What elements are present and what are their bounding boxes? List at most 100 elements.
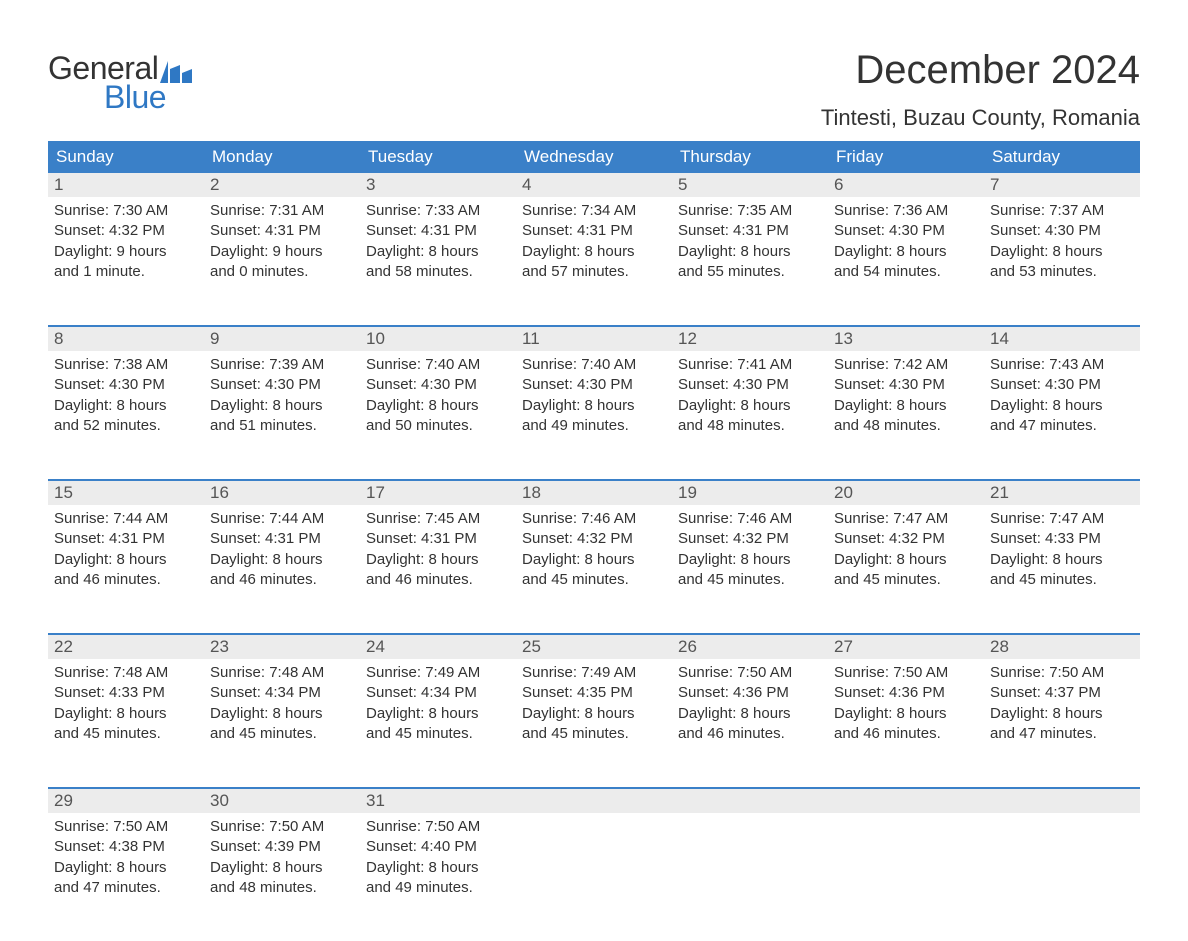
day-dl2: and 1 minute. xyxy=(54,262,198,282)
day-sunset: Sunset: 4:30 PM xyxy=(210,375,354,395)
day-sunrise: Sunrise: 7:35 AM xyxy=(678,201,822,221)
day-sunrise: Sunrise: 7:50 AM xyxy=(990,663,1134,683)
day-sunrise: Sunrise: 7:39 AM xyxy=(210,355,354,375)
day-body: Sunrise: 7:44 AMSunset: 4:31 PMDaylight:… xyxy=(204,505,360,594)
day-dl2: and 45 minutes. xyxy=(522,570,666,590)
day-cell: Sunrise: 7:47 AMSunset: 4:32 PMDaylight:… xyxy=(828,505,984,633)
day-dl2: and 45 minutes. xyxy=(210,724,354,744)
day-sunset: Sunset: 4:32 PM xyxy=(522,529,666,549)
day-dl1: Daylight: 8 hours xyxy=(522,396,666,416)
day-cell: Sunrise: 7:31 AMSunset: 4:31 PMDaylight:… xyxy=(204,197,360,325)
day-cell: Sunrise: 7:49 AMSunset: 4:34 PMDaylight:… xyxy=(360,659,516,787)
day-number-text: 23 xyxy=(210,637,229,656)
day-body: Sunrise: 7:31 AMSunset: 4:31 PMDaylight:… xyxy=(204,197,360,286)
day-sunset: Sunset: 4:38 PM xyxy=(54,837,198,857)
day-body: Sunrise: 7:42 AMSunset: 4:30 PMDaylight:… xyxy=(828,351,984,440)
location-text: Tintesti, Buzau County, Romania xyxy=(821,105,1140,131)
day-dl1: Daylight: 8 hours xyxy=(678,242,822,262)
day-number-text: 14 xyxy=(990,329,1009,348)
day-cell: Sunrise: 7:40 AMSunset: 4:30 PMDaylight:… xyxy=(360,351,516,479)
day-sunrise: Sunrise: 7:50 AM xyxy=(54,817,198,837)
day-number-text: 2 xyxy=(210,175,219,194)
day-number: 5 xyxy=(672,173,828,197)
day-sunrise: Sunrise: 7:38 AM xyxy=(54,355,198,375)
day-sunrise: Sunrise: 7:50 AM xyxy=(834,663,978,683)
day-sunset: Sunset: 4:30 PM xyxy=(366,375,510,395)
day-sunset: Sunset: 4:30 PM xyxy=(990,375,1134,395)
week-row: 1234567Sunrise: 7:30 AMSunset: 4:32 PMDa… xyxy=(48,173,1140,325)
day-cell xyxy=(828,813,984,941)
logo: General Blue xyxy=(48,30,192,116)
day-sunset: Sunset: 4:31 PM xyxy=(366,529,510,549)
day-number xyxy=(828,789,984,813)
day-number-row: 891011121314 xyxy=(48,325,1140,351)
day-number-text: 7 xyxy=(990,175,999,194)
day-number-text: 12 xyxy=(678,329,697,348)
day-number-text: 24 xyxy=(366,637,385,656)
day-dl1: Daylight: 8 hours xyxy=(366,704,510,724)
day-number-text: 20 xyxy=(834,483,853,502)
day-dl2: and 50 minutes. xyxy=(366,416,510,436)
day-body: Sunrise: 7:50 AMSunset: 4:40 PMDaylight:… xyxy=(360,813,516,902)
day-cell: Sunrise: 7:50 AMSunset: 4:36 PMDaylight:… xyxy=(828,659,984,787)
day-sunrise: Sunrise: 7:49 AM xyxy=(366,663,510,683)
day-dl2: and 55 minutes. xyxy=(678,262,822,282)
day-dl2: and 0 minutes. xyxy=(210,262,354,282)
day-sunset: Sunset: 4:32 PM xyxy=(678,529,822,549)
day-dl1: Daylight: 8 hours xyxy=(990,704,1134,724)
day-cell: Sunrise: 7:33 AMSunset: 4:31 PMDaylight:… xyxy=(360,197,516,325)
day-dl2: and 57 minutes. xyxy=(522,262,666,282)
day-cell: Sunrise: 7:47 AMSunset: 4:33 PMDaylight:… xyxy=(984,505,1140,633)
day-sunrise: Sunrise: 7:50 AM xyxy=(210,817,354,837)
day-cell: Sunrise: 7:49 AMSunset: 4:35 PMDaylight:… xyxy=(516,659,672,787)
day-dl1: Daylight: 8 hours xyxy=(210,704,354,724)
day-cell: Sunrise: 7:50 AMSunset: 4:40 PMDaylight:… xyxy=(360,813,516,941)
day-sunset: Sunset: 4:30 PM xyxy=(54,375,198,395)
week-row: 22232425262728Sunrise: 7:48 AMSunset: 4:… xyxy=(48,633,1140,787)
day-number: 30 xyxy=(204,789,360,813)
day-number-row: 293031 xyxy=(48,787,1140,813)
day-dl2: and 45 minutes. xyxy=(834,570,978,590)
day-dl2: and 45 minutes. xyxy=(522,724,666,744)
day-sunrise: Sunrise: 7:40 AM xyxy=(366,355,510,375)
day-dl1: Daylight: 8 hours xyxy=(210,550,354,570)
day-number: 31 xyxy=(360,789,516,813)
day-number: 16 xyxy=(204,481,360,505)
day-number: 25 xyxy=(516,635,672,659)
day-number-text: 11 xyxy=(522,329,540,348)
day-body: Sunrise: 7:48 AMSunset: 4:33 PMDaylight:… xyxy=(48,659,204,748)
logo-blue-text: Blue xyxy=(104,79,166,116)
day-header-saturday: Saturday xyxy=(984,141,1140,173)
day-dl1: Daylight: 8 hours xyxy=(834,704,978,724)
week-row: 15161718192021Sunrise: 7:44 AMSunset: 4:… xyxy=(48,479,1140,633)
day-dl1: Daylight: 8 hours xyxy=(366,396,510,416)
day-number-text: 21 xyxy=(990,483,1009,502)
day-dl1: Daylight: 8 hours xyxy=(678,550,822,570)
day-cell: Sunrise: 7:46 AMSunset: 4:32 PMDaylight:… xyxy=(672,505,828,633)
day-number-text: 18 xyxy=(522,483,541,502)
day-header-row: Sunday Monday Tuesday Wednesday Thursday… xyxy=(48,141,1140,173)
day-number-row: 15161718192021 xyxy=(48,479,1140,505)
day-body-row: Sunrise: 7:48 AMSunset: 4:33 PMDaylight:… xyxy=(48,659,1140,787)
day-number-text: 22 xyxy=(54,637,73,656)
day-dl1: Daylight: 8 hours xyxy=(54,858,198,878)
day-cell: Sunrise: 7:48 AMSunset: 4:34 PMDaylight:… xyxy=(204,659,360,787)
day-sunset: Sunset: 4:31 PM xyxy=(54,529,198,549)
day-sunrise: Sunrise: 7:50 AM xyxy=(678,663,822,683)
day-cell: Sunrise: 7:42 AMSunset: 4:30 PMDaylight:… xyxy=(828,351,984,479)
day-sunrise: Sunrise: 7:46 AM xyxy=(522,509,666,529)
day-cell: Sunrise: 7:50 AMSunset: 4:36 PMDaylight:… xyxy=(672,659,828,787)
day-number-text: 31 xyxy=(366,791,385,810)
calendar: Sunday Monday Tuesday Wednesday Thursday… xyxy=(48,141,1140,941)
day-dl1: Daylight: 8 hours xyxy=(54,704,198,724)
day-sunset: Sunset: 4:31 PM xyxy=(210,529,354,549)
day-dl1: Daylight: 8 hours xyxy=(522,242,666,262)
day-body: Sunrise: 7:47 AMSunset: 4:33 PMDaylight:… xyxy=(984,505,1140,594)
day-cell: Sunrise: 7:35 AMSunset: 4:31 PMDaylight:… xyxy=(672,197,828,325)
day-sunrise: Sunrise: 7:45 AM xyxy=(366,509,510,529)
day-cell: Sunrise: 7:30 AMSunset: 4:32 PMDaylight:… xyxy=(48,197,204,325)
day-sunset: Sunset: 4:30 PM xyxy=(834,221,978,241)
day-body: Sunrise: 7:40 AMSunset: 4:30 PMDaylight:… xyxy=(516,351,672,440)
day-dl2: and 54 minutes. xyxy=(834,262,978,282)
day-number xyxy=(984,789,1140,813)
